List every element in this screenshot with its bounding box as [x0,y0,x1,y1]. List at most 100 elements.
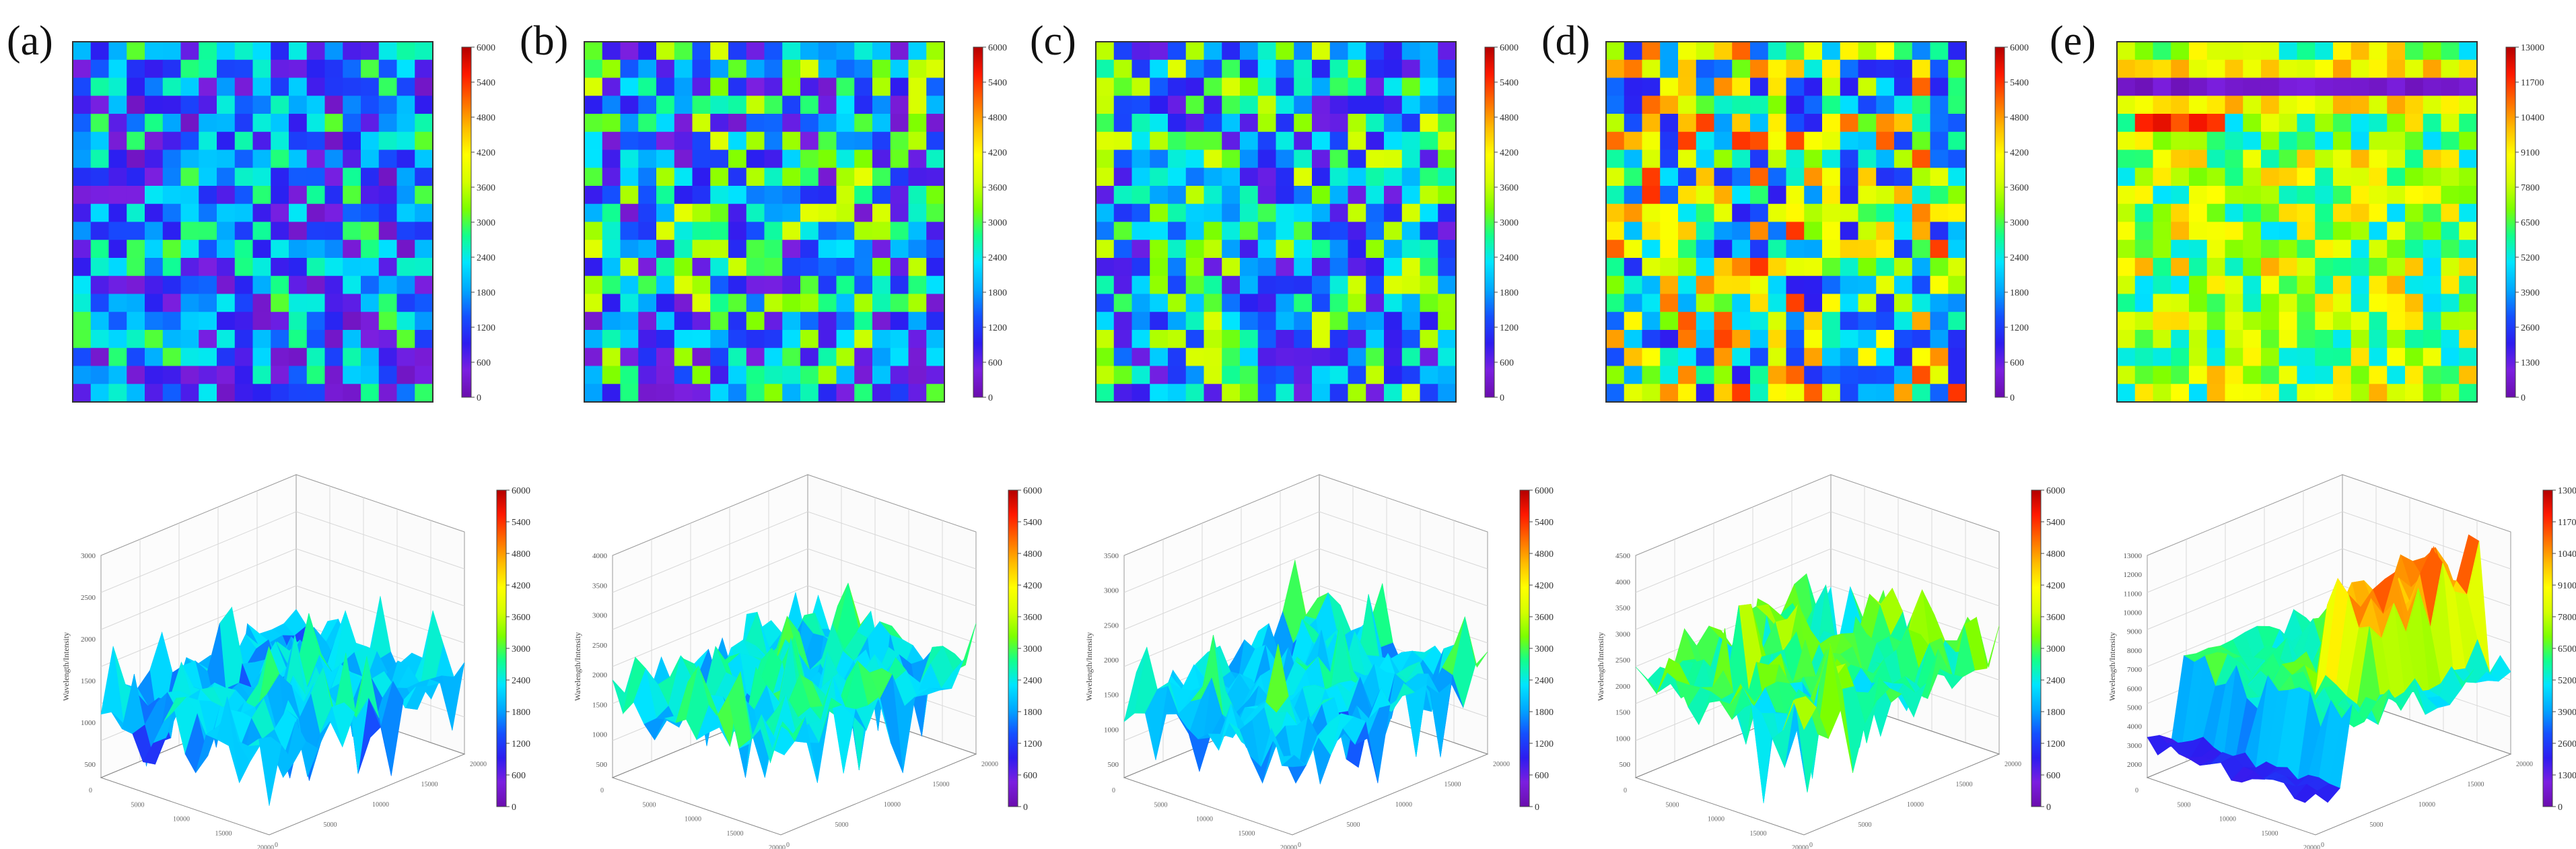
heatmap-cell [199,59,217,79]
heatmap-cell [1329,59,1349,79]
surface-ztick-label: 12000 [2124,571,2143,579]
heatmap-cell [602,275,621,295]
heatmap-cell [692,114,711,133]
heatmap-cell [2333,384,2352,403]
heatmap-cell [324,149,343,168]
heatmap-cell [1732,186,1751,205]
heatmap-cell [127,203,145,223]
heatmap-cell [2206,131,2226,151]
heatmap-cell [1276,347,1294,367]
heatmap-cell [1750,186,1769,205]
heatmap-cell [584,222,603,240]
heatmap-cell [1294,222,1313,240]
surface-xtick-label: 20000 [1280,844,1297,849]
heatmap-cell [854,275,873,295]
heatmap-cell [1930,240,1949,259]
heatmap-cell [1804,168,1823,186]
heatmap-cell [324,294,343,312]
heatmap-colorbar-d-tick-label: 3600 [2010,183,2029,193]
heatmap-cell [2315,96,2334,114]
heatmap-cell [1348,168,1366,186]
heatmap-cell [343,59,361,79]
heatmap-cell [1624,42,1643,61]
heatmap-cell [2387,366,2406,384]
heatmap-cell [415,384,433,403]
heatmap-cell [836,96,855,114]
heatmap-cell [1732,384,1751,403]
heatmap-cell [2171,149,2190,168]
heatmap-d [1605,41,1967,403]
heatmap-cell [1840,114,1859,133]
heatmap-cell [2206,168,2226,186]
heatmap-cell [2405,96,2424,114]
heatmap-cell [162,258,182,277]
heatmap-colorbar-b-tick-label: 3600 [988,183,1007,193]
heatmap-cell [2206,186,2226,205]
heatmap-cell [162,366,182,384]
heatmap-cell [2243,42,2262,61]
heatmap-colorbar-d-tick-label: 6000 [2010,43,2029,53]
heatmap-cell [1204,42,1222,61]
heatmap-cell [2459,186,2478,205]
heatmap-cell [1786,77,1805,96]
heatmap-cell [90,275,110,295]
heatmap-cell [145,366,164,384]
heatmap-cell [1240,77,1259,96]
heatmap-cell [361,114,380,133]
surface-xtick-label: 0 [2135,787,2138,794]
heatmap-cell [1624,312,1643,331]
heatmap-cell [2153,258,2171,277]
heatmap-cell [728,114,747,133]
heatmap-cell [1930,330,1949,349]
surface-ztick-label: 11000 [2124,590,2143,598]
heatmap-cell [782,222,801,240]
heatmap-cell [1714,96,1733,114]
heatmap-colorbar-a-tick-label: 0 [477,393,481,403]
heatmap-cell [1096,347,1115,367]
heatmap-cell [1696,275,1715,295]
heatmap-cell [1185,168,1205,186]
heatmap-cell [127,186,145,205]
heatmap-cell [818,131,837,151]
heatmap-cell [836,114,855,133]
heatmap-cell [764,42,783,61]
heatmap-cell [234,347,254,367]
heatmap-cell [2117,168,2136,186]
heatmap-cell [584,203,603,223]
heatmap-cell [1420,77,1438,96]
heatmap-cell [378,96,398,114]
surface-ytick-label: 5000 [1858,821,1872,829]
surface-ytick-label: 20000 [2005,761,2021,768]
heatmap-cell [764,222,783,240]
heatmap-cell [108,96,127,114]
heatmap-cell [1768,275,1787,295]
heatmap-cell [234,42,254,61]
surface-ztick-label: 1000 [592,731,608,739]
heatmap-cell [2117,203,2136,223]
heatmap-cell [1714,222,1733,240]
heatmap-cell [1348,149,1366,168]
heatmap-cell [2171,186,2190,205]
heatmap-cell [1096,203,1115,223]
heatmap-cell [1113,366,1133,384]
heatmap-cell [836,258,855,277]
heatmap-cell [1678,240,1697,259]
heatmap-colorbar-d-tick-label: 3000 [2010,218,2029,228]
heatmap-cell [396,347,415,367]
heatmap-cell [926,330,945,349]
surface-d: 45004000350030002500200015001000500Wavel… [1596,474,2021,849]
heatmap-cell [343,240,361,259]
heatmap-cell [127,42,145,61]
heatmap-cell [1132,222,1150,240]
heatmap-cell [1840,96,1859,114]
heatmap-cell [692,258,711,277]
heatmap-cell [1750,114,1769,133]
heatmap-colorbar-a-tick-label: 1200 [477,323,495,333]
heatmap-cell [1624,59,1643,79]
heatmap-cell [2171,222,2190,240]
heatmap-cell [73,114,92,133]
heatmap-cell [1132,330,1150,349]
heatmap-cell [199,258,217,277]
heatmap-cell [2423,384,2442,403]
